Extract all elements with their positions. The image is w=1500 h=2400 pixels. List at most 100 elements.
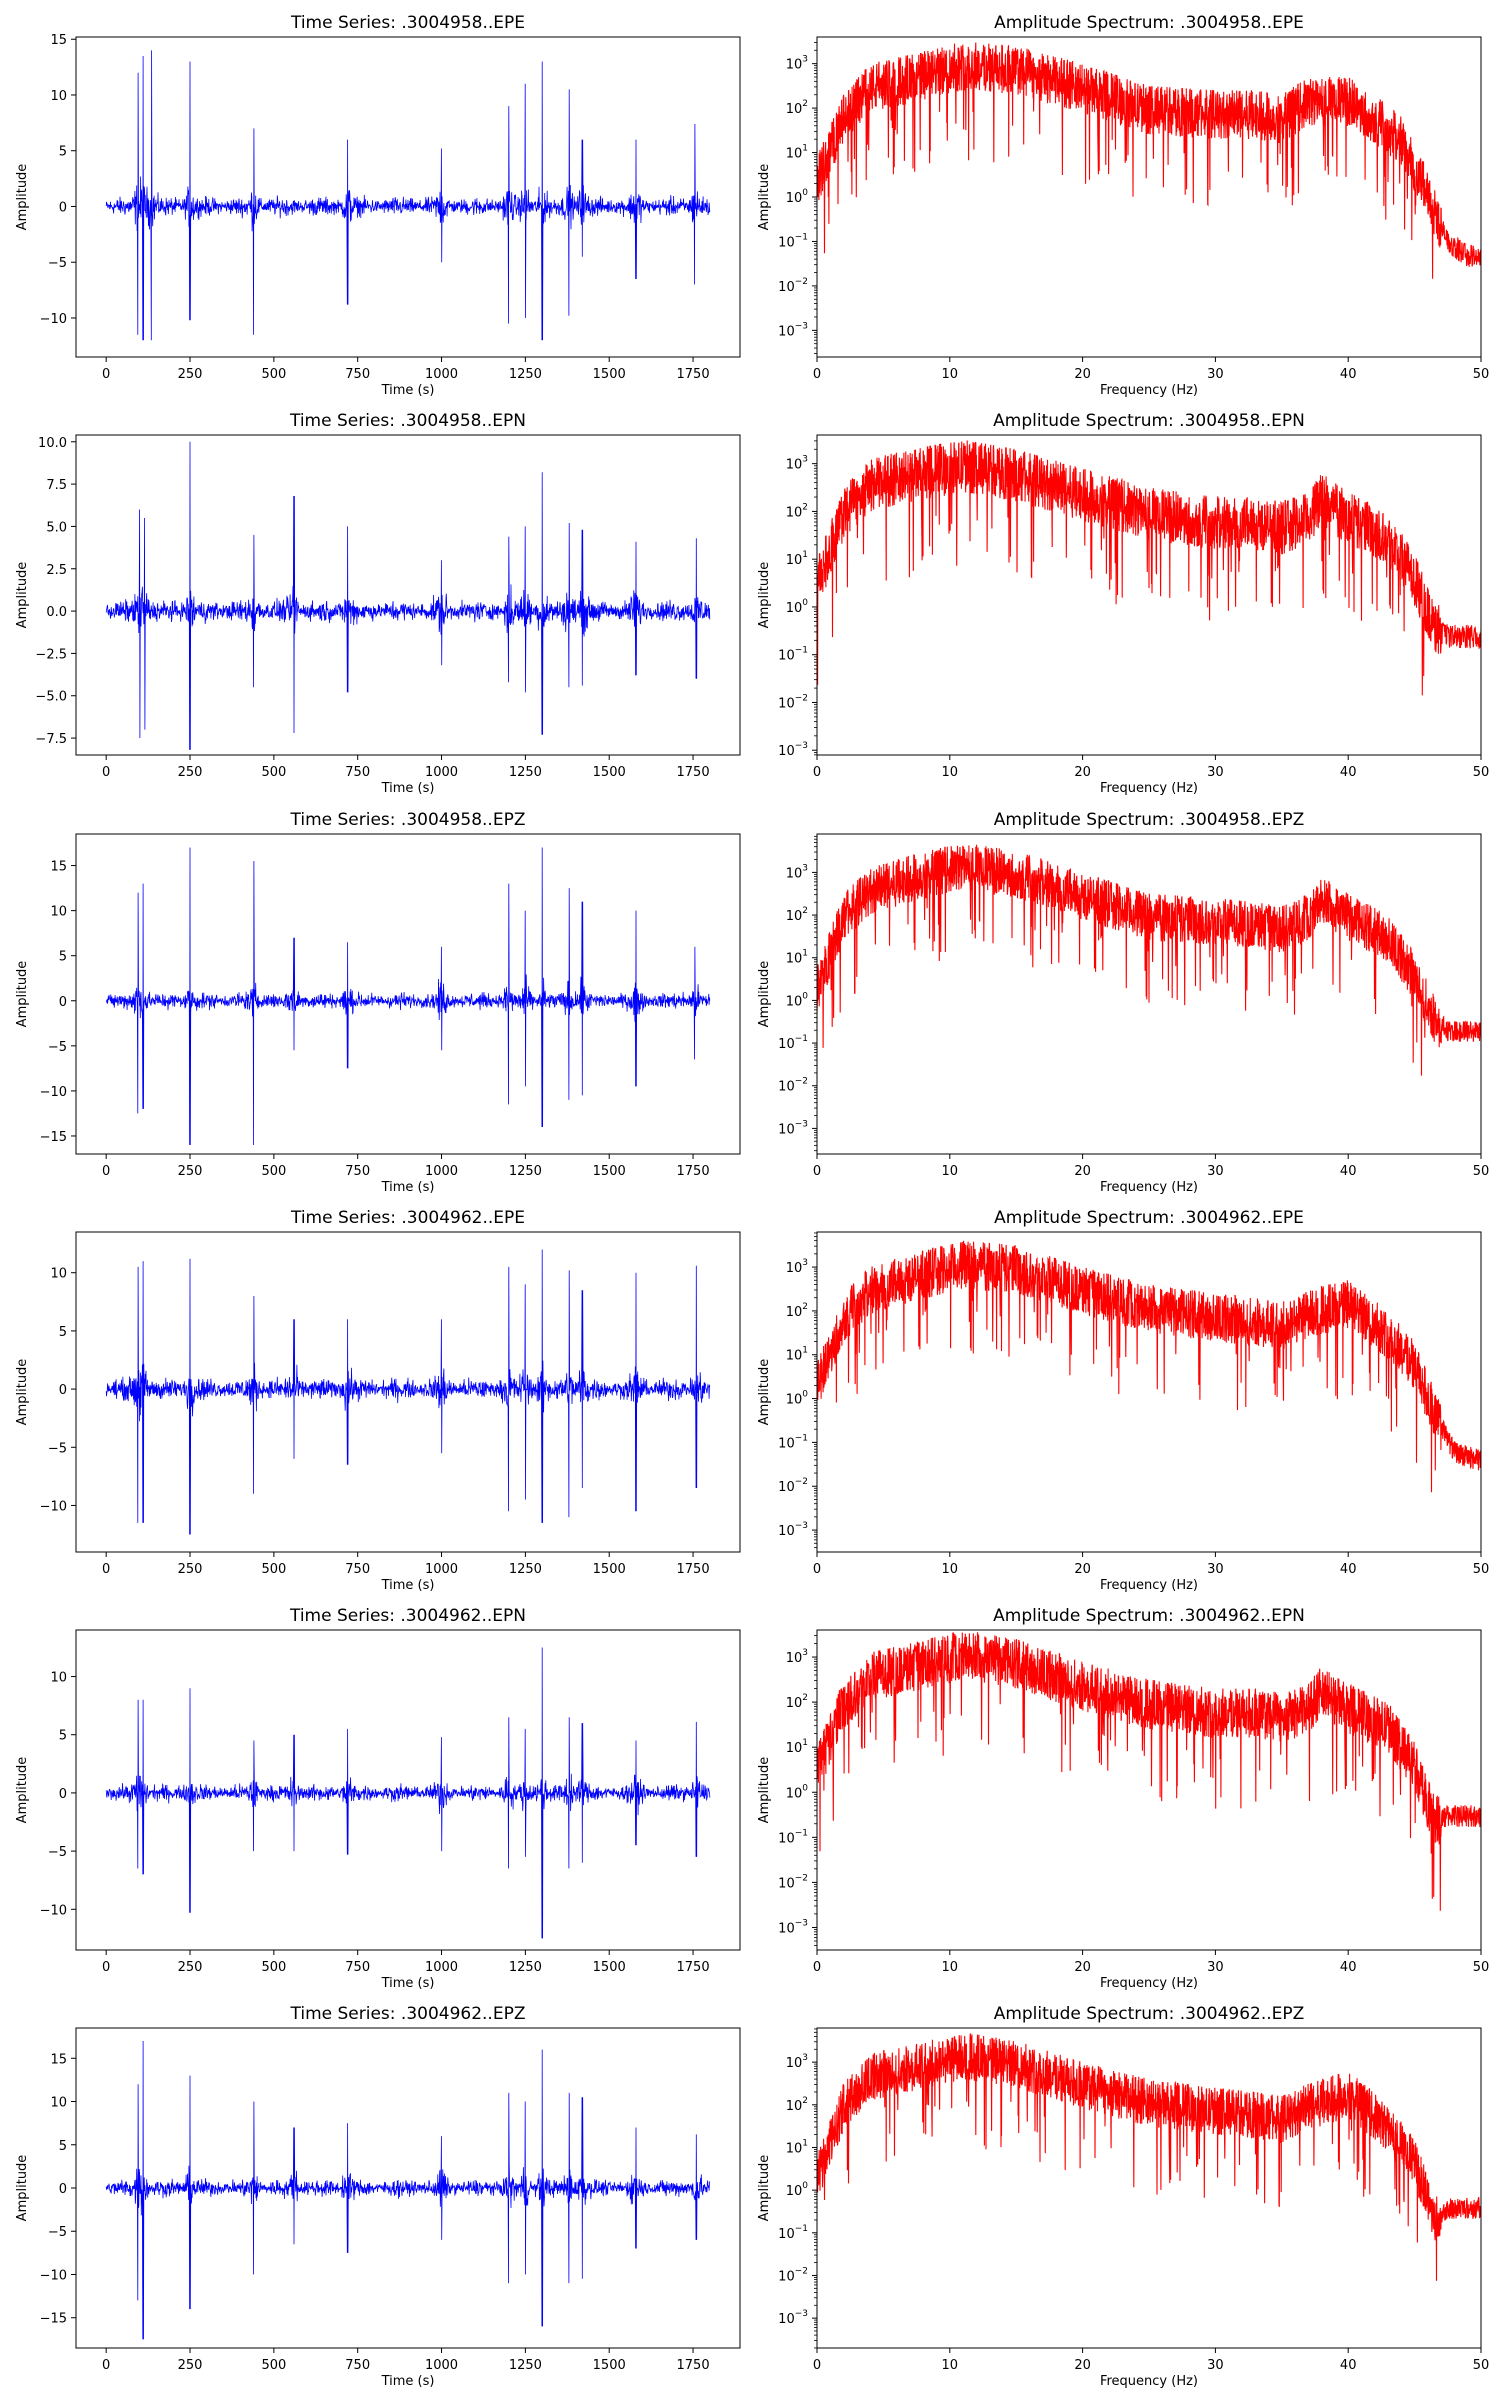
subplot-title: Time Series: .3004958..EPN <box>289 411 526 431</box>
x-tick-label: 500 <box>261 1562 286 1577</box>
x-tick-label: 20 <box>1074 765 1091 780</box>
y-tick-label: 7.5 <box>46 478 67 493</box>
x-tick-label: 500 <box>261 2358 286 2373</box>
spectrum-line <box>817 2033 1481 2281</box>
y-tick-label: 5.0 <box>46 520 67 535</box>
x-tick-label: 30 <box>1207 1562 1224 1577</box>
x-tick-label: 750 <box>345 1960 370 1975</box>
x-tick-label: 30 <box>1207 765 1224 780</box>
y-tick-label: 102 <box>786 1693 808 1711</box>
x-tick-label: 0 <box>813 1960 821 1975</box>
y-tick-label: 103 <box>786 455 808 473</box>
y-tick-label: 10−3 <box>778 2309 808 2327</box>
waveform-line <box>105 1249 711 1535</box>
x-axis-label: Time (s) <box>381 2374 435 2389</box>
y-axis-label: Amplitude <box>15 562 30 629</box>
y-tick-label: 102 <box>786 906 808 924</box>
spectrum-line <box>817 1632 1481 1911</box>
x-tick-label: 1250 <box>509 1164 542 1179</box>
y-tick-label: 10−3 <box>778 1119 808 1137</box>
x-tick-label: 1250 <box>509 765 542 780</box>
x-tick-label: 1000 <box>425 765 458 780</box>
y-tick-label: 103 <box>786 863 808 881</box>
x-tick-label: 1750 <box>677 2358 710 2373</box>
y-axis-label: Amplitude <box>757 1359 772 1426</box>
y-tick-label: 0.0 <box>46 605 67 620</box>
subplot-title: Amplitude Spectrum: .3004962..EPE <box>994 1208 1304 1228</box>
y-tick-label: 100 <box>786 1783 809 1801</box>
x-axis-label: Frequency (Hz) <box>1100 383 1198 398</box>
waveform-line <box>105 1647 711 1939</box>
x-tick-label: 500 <box>261 765 286 780</box>
x-axis-label: Frequency (Hz) <box>1100 1976 1198 1991</box>
subplot-10: 0 10 20 30 40 50 10−3 10−2 10−1 100 101 102 103 Ampli… <box>757 1606 1489 1991</box>
subplot-title: Time Series: .3004958..EPZ <box>290 810 526 830</box>
y-tick-label: 101 <box>786 1738 808 1756</box>
y-tick-label: −5.0 <box>35 690 67 705</box>
x-tick-label: 0 <box>102 367 110 382</box>
y-tick-label: 103 <box>786 55 808 73</box>
axes-frame <box>75 1629 741 1951</box>
y-tick-label: 102 <box>786 502 808 520</box>
axes-frame <box>75 1231 741 1553</box>
x-tick-label: 250 <box>178 2358 203 2373</box>
spectrum-line <box>817 1240 1481 1493</box>
subplot-8: 0 10 20 30 40 50 10−3 10−2 10−1 100 101 102 103 Ampli… <box>757 1208 1489 1593</box>
y-tick-label: 101 <box>786 2138 808 2156</box>
x-tick-label: 750 <box>345 2358 370 2373</box>
x-tick-label: 50 <box>1473 1164 1490 1179</box>
x-tick-label: 1750 <box>677 765 710 780</box>
subplot-2: 0 10 20 30 40 50 10−3 10−2 10−1 100 101 102 103 Ampli… <box>757 13 1489 398</box>
subplot-6: 0 10 20 30 40 50 10−3 10−2 10−1 100 101 102 103 Ampli… <box>757 810 1489 1195</box>
x-tick-label: 1500 <box>593 765 626 780</box>
y-tick-label: 100 <box>786 598 809 616</box>
y-axis-label: Amplitude <box>757 562 772 629</box>
subplot-title: Time Series: .3004962..EPZ <box>290 2004 526 2024</box>
x-tick-label: 40 <box>1340 367 1357 382</box>
axes-frame <box>816 434 1482 756</box>
y-tick-label: 10 <box>50 905 67 920</box>
y-tick-label: 10−1 <box>778 1433 808 1451</box>
y-axis-label: Amplitude <box>15 961 30 1028</box>
y-tick-label: 5 <box>59 950 67 965</box>
y-tick-label: −10 <box>40 1499 67 1514</box>
x-tick-label: 0 <box>102 1960 110 1975</box>
x-tick-label: 1500 <box>593 1960 626 1975</box>
waveform-line <box>105 441 711 750</box>
subplot-1: 0 250 500 750 1000 1250 1500 1750 −10 −5 0 5 10 15 Tim… <box>15 13 741 398</box>
y-tick-label: −7.5 <box>35 732 67 747</box>
axes-frame <box>816 1629 1482 1951</box>
y-tick-label: −5 <box>48 2225 67 2240</box>
x-tick-label: 1750 <box>677 1164 710 1179</box>
x-tick-label: 1000 <box>425 1960 458 1975</box>
x-tick-label: 50 <box>1473 1960 1490 1975</box>
y-tick-label: −2.5 <box>35 647 67 662</box>
x-tick-label: 20 <box>1074 1562 1091 1577</box>
x-tick-label: 10 <box>942 367 959 382</box>
subplot-7: 0 250 500 750 1000 1250 1500 1750 −10 −5 0 5 10 Time … <box>15 1208 741 1593</box>
x-tick-label: 750 <box>345 1562 370 1577</box>
x-tick-label: 1250 <box>509 1562 542 1577</box>
x-axis-label: Frequency (Hz) <box>1100 2374 1198 2389</box>
subplot-4: 0 10 20 30 40 50 10−3 10−2 10−1 100 101 102 103 Ampli… <box>757 411 1489 796</box>
x-tick-label: 250 <box>178 1164 203 1179</box>
x-axis-label: Frequency (Hz) <box>1100 781 1198 796</box>
y-tick-label: 10−1 <box>778 1828 808 1846</box>
y-tick-label: 0 <box>59 1787 67 1802</box>
x-tick-label: 0 <box>813 1164 821 1179</box>
y-tick-label: 5 <box>59 145 67 160</box>
y-tick-label: −15 <box>40 2312 67 2327</box>
x-tick-label: 40 <box>1340 1164 1357 1179</box>
x-tick-label: 1500 <box>593 1164 626 1179</box>
y-tick-label: 10−3 <box>778 321 808 339</box>
x-tick-label: 250 <box>178 765 203 780</box>
y-tick-label: 5 <box>59 1325 67 1340</box>
x-tick-label: 1250 <box>509 367 542 382</box>
x-tick-label: 0 <box>813 367 821 382</box>
subplot-3: 0 250 500 750 1000 1250 1500 1750 −7.5 −5.0 −2.5 0.… <box>15 411 741 796</box>
x-axis-label: Frequency (Hz) <box>1100 1180 1198 1195</box>
y-tick-label: −5 <box>48 1441 67 1456</box>
y-tick-label: 10 <box>50 1671 67 1686</box>
y-tick-label: 0 <box>59 1383 67 1398</box>
y-tick-label: 0 <box>59 2182 67 2197</box>
